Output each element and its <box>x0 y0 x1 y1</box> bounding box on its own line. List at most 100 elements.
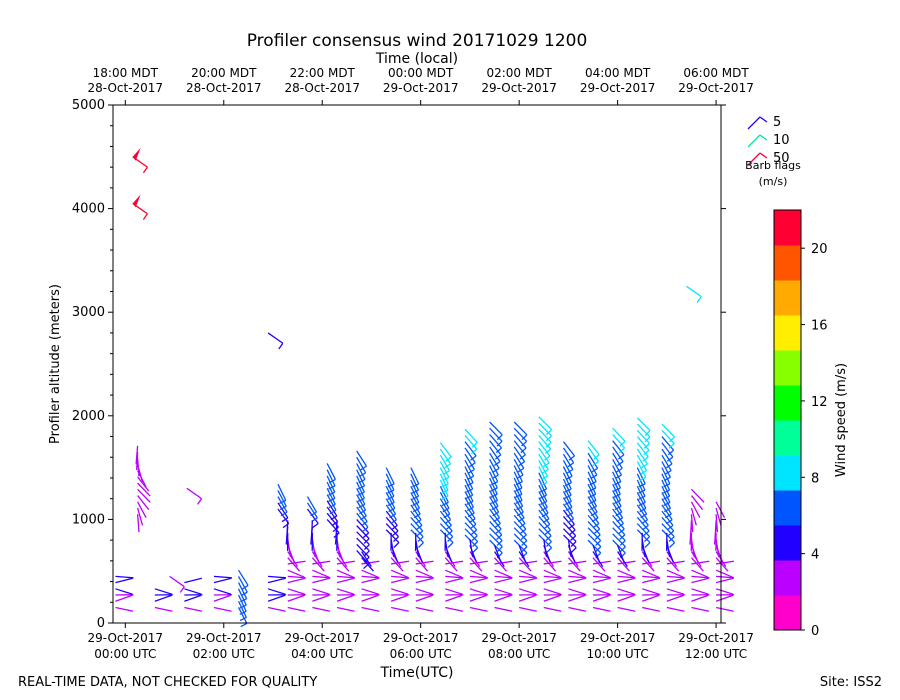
wind-barb <box>489 521 503 540</box>
wind-barb <box>489 533 503 553</box>
wind-barb <box>513 477 523 498</box>
wind-barb <box>661 473 671 494</box>
wind-barb <box>469 538 474 557</box>
wind-barb <box>636 461 647 482</box>
x-tick-label-date: 29-Oct-2017 <box>284 631 360 645</box>
wind-barb <box>587 502 599 523</box>
wind-barb <box>518 594 537 602</box>
wind-barb <box>617 606 636 612</box>
wind-barb <box>715 606 734 612</box>
wind-barb <box>494 575 513 579</box>
wind-barb <box>439 504 452 525</box>
wind-barb <box>213 575 232 579</box>
wind-barb <box>587 465 597 486</box>
wind-barb <box>464 534 479 554</box>
wind-barb <box>493 545 502 563</box>
wind-barb <box>237 600 247 622</box>
wind-barb <box>612 514 625 535</box>
wind-barb <box>489 421 503 441</box>
wind-barb <box>612 508 624 529</box>
wind-barb <box>563 534 577 554</box>
wind-barb <box>538 441 551 461</box>
wind-barb <box>543 560 562 565</box>
wind-barb <box>415 577 434 584</box>
colorbar-label: Wind speed (m/s) <box>834 363 849 477</box>
wind-barb <box>513 458 524 480</box>
wind-barb <box>592 575 611 579</box>
wind-barb <box>494 557 507 572</box>
wind-barb <box>286 520 289 539</box>
wind-barb <box>410 473 420 494</box>
wind-barb <box>356 518 370 538</box>
wind-barb <box>691 594 709 602</box>
wind-barb <box>439 461 450 482</box>
colorbar-tick-label: 0 <box>811 624 819 639</box>
wind-barb <box>306 496 318 517</box>
wind-barb <box>469 569 487 578</box>
colorbar-swatch <box>774 315 801 351</box>
wind-barb <box>489 490 499 511</box>
wind-barb <box>489 452 500 473</box>
colorbar-swatch <box>774 595 801 631</box>
wind-barb <box>567 557 581 572</box>
wind-barb <box>642 560 661 565</box>
wind-barb <box>312 606 331 612</box>
wind-barb <box>186 487 203 505</box>
legend-entry-label: 50 <box>773 151 790 166</box>
wind-barb <box>312 560 331 565</box>
y-tick-label: 3000 <box>72 305 105 320</box>
wind-barb <box>439 454 451 475</box>
bottom-axis-ticks: 29-Oct-2017 00:00 UTC 29-Oct-2017 02:00 UTC… <box>88 623 754 661</box>
wind-barb <box>538 466 548 487</box>
wind-barb <box>469 577 488 584</box>
wind-barb <box>513 490 524 511</box>
wind-barb <box>356 512 369 533</box>
wind-barb <box>538 522 552 541</box>
colorbar-tick-label: 16 <box>811 319 828 334</box>
wind-barb <box>326 494 337 515</box>
wind-barb <box>237 569 249 590</box>
wind-barb <box>361 560 380 565</box>
top-tick-label-time: 02:00 MDT <box>486 66 552 80</box>
wind-barb <box>390 557 404 572</box>
wind-barb <box>391 606 409 612</box>
wind-barb <box>661 516 675 537</box>
wind-barb <box>642 594 660 602</box>
wind-barb <box>391 575 410 579</box>
wind-barb <box>385 529 400 548</box>
wind-barb <box>587 527 602 546</box>
wind-barb <box>469 594 488 602</box>
x-tick-label-date: 29-Oct-2017 <box>678 631 754 645</box>
wind-barb <box>543 606 562 612</box>
wind-barb <box>612 427 626 447</box>
wind-barb <box>513 446 526 467</box>
wind-barb <box>661 448 673 469</box>
wind-barb <box>464 447 476 468</box>
wind-barb <box>538 428 552 448</box>
wind-barb <box>562 453 574 474</box>
x-tick-label-date: 29-Oct-2017 <box>88 631 164 645</box>
colorbar-tick-label: 8 <box>811 471 819 486</box>
wind-barb <box>518 545 527 563</box>
wind-barb <box>464 453 475 474</box>
colorbar-swatch <box>774 560 801 596</box>
wind-barb <box>336 575 355 579</box>
wind-barb <box>538 478 548 499</box>
wind-barb <box>439 492 450 513</box>
wind-barb <box>666 588 685 595</box>
wind-barb <box>184 588 202 595</box>
wind-barb <box>136 514 140 533</box>
wind-barb <box>415 606 434 612</box>
wind-barb <box>612 471 621 492</box>
wind-barb <box>489 465 499 486</box>
wind-barb <box>538 515 551 536</box>
wind-barb <box>666 594 685 602</box>
x-tick-label-time: 06:00 UTC <box>390 647 452 661</box>
wind-barb <box>543 594 561 602</box>
wind-barb <box>326 500 338 521</box>
wind-barb <box>326 488 336 509</box>
wind-barb <box>336 606 355 612</box>
wind-barb <box>356 537 370 557</box>
wind-barb <box>445 594 463 602</box>
wind-barb <box>335 520 338 539</box>
